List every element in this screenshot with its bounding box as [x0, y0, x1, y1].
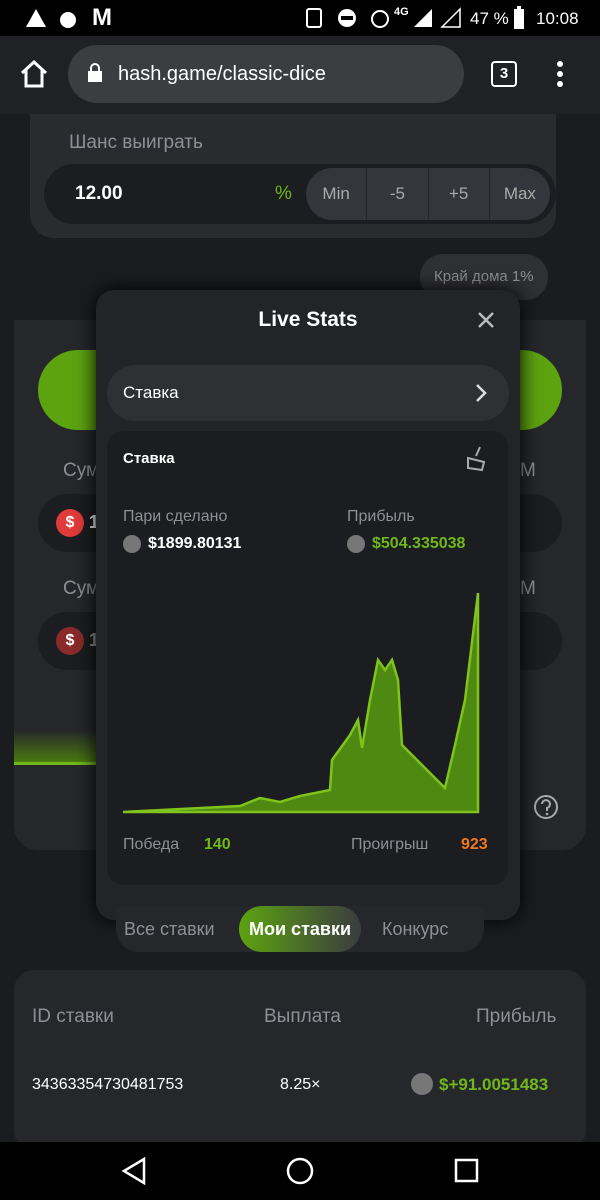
status-icons	[306, 8, 389, 28]
currency-icon: $	[56, 509, 84, 537]
signal	[414, 7, 461, 28]
currency-icon: $	[56, 627, 84, 655]
amount-value[interactable]: 1	[89, 630, 100, 650]
nav-buttons[interactable]	[118, 1156, 488, 1186]
profit-label: Прибыль	[347, 508, 415, 525]
amount-suffix: M	[520, 460, 536, 481]
tab[interactable]: Мои ставки	[249, 919, 352, 939]
table-header: ID ставки	[32, 1006, 114, 1027]
payout: 8.25×	[280, 1076, 321, 1093]
tab[interactable]: Конкурс	[382, 919, 449, 939]
chevron	[476, 384, 487, 402]
amount-label: Сум	[63, 578, 100, 599]
url[interactable]: hash.game/classic-dice	[118, 63, 326, 85]
chance-button[interactable]: -5	[367, 168, 429, 220]
chance-label: Шанс выиграть	[69, 132, 203, 153]
url-field[interactable]	[68, 45, 464, 103]
chance-buttons: Min -5 +5 Max	[306, 168, 550, 220]
stat-selector[interactable]	[107, 365, 509, 421]
status-icons	[26, 9, 76, 28]
status-bar: M 4G 47 % 10:08	[0, 0, 600, 36]
amount-suffix: M	[520, 578, 536, 599]
amount-label: Сум	[63, 460, 100, 481]
progress-bar	[14, 730, 104, 765]
tab[interactable]: Все ставки	[124, 919, 215, 939]
coin-icon	[411, 1073, 433, 1095]
coin-icon	[123, 535, 141, 553]
chance-unit: %	[275, 183, 292, 204]
bet-id[interactable]: 34363354730481753	[32, 1076, 184, 1093]
card-title: Ставка	[123, 450, 175, 467]
losses-label: Проигрыш	[351, 836, 429, 853]
profit-value: $504.335038	[372, 535, 466, 552]
battery-icon	[514, 6, 524, 29]
network: 4G	[394, 6, 409, 18]
chance-value[interactable]: 12.00	[75, 183, 123, 204]
chance-button[interactable]: +5	[429, 168, 490, 220]
lock-icon	[88, 63, 102, 82]
help-icon[interactable]	[533, 794, 559, 820]
losses-value: 923	[461, 836, 488, 853]
chance-button[interactable]: Min	[306, 168, 368, 220]
close-button[interactable]	[476, 310, 496, 330]
table-header: Прибыль	[476, 1006, 557, 1027]
bets-label: Пари сделано	[123, 508, 228, 525]
nav-bar	[0, 1142, 600, 1200]
profit: $+91.0051483	[439, 1075, 549, 1094]
wins-label: Победа	[123, 836, 180, 853]
coin-icon	[347, 535, 365, 553]
modal-title: Live Stats	[258, 308, 358, 331]
menu-button[interactable]	[552, 60, 568, 90]
clear-button[interactable]	[464, 444, 492, 472]
active-tab-bg	[239, 906, 361, 952]
home-button[interactable]	[18, 58, 50, 90]
carrier: M	[92, 4, 112, 31]
browser-bar: hash.game/classic-dice 3	[0, 36, 600, 114]
table-header: Выплата	[264, 1006, 341, 1027]
clock: 10:08	[536, 9, 579, 28]
tab-count[interactable]: 3	[491, 61, 517, 87]
profit-chart-shape	[122, 592, 480, 814]
profit-area	[122, 592, 480, 814]
bets-value: $1899.80131	[148, 535, 242, 552]
amount-value[interactable]: 1	[89, 512, 100, 532]
bets-table	[14, 970, 586, 1150]
wins-value: 140	[204, 836, 231, 853]
chance-button[interactable]: Max	[503, 184, 536, 203]
battery-level: 47 %	[470, 9, 509, 28]
selector-value[interactable]: Ставка	[123, 383, 179, 402]
